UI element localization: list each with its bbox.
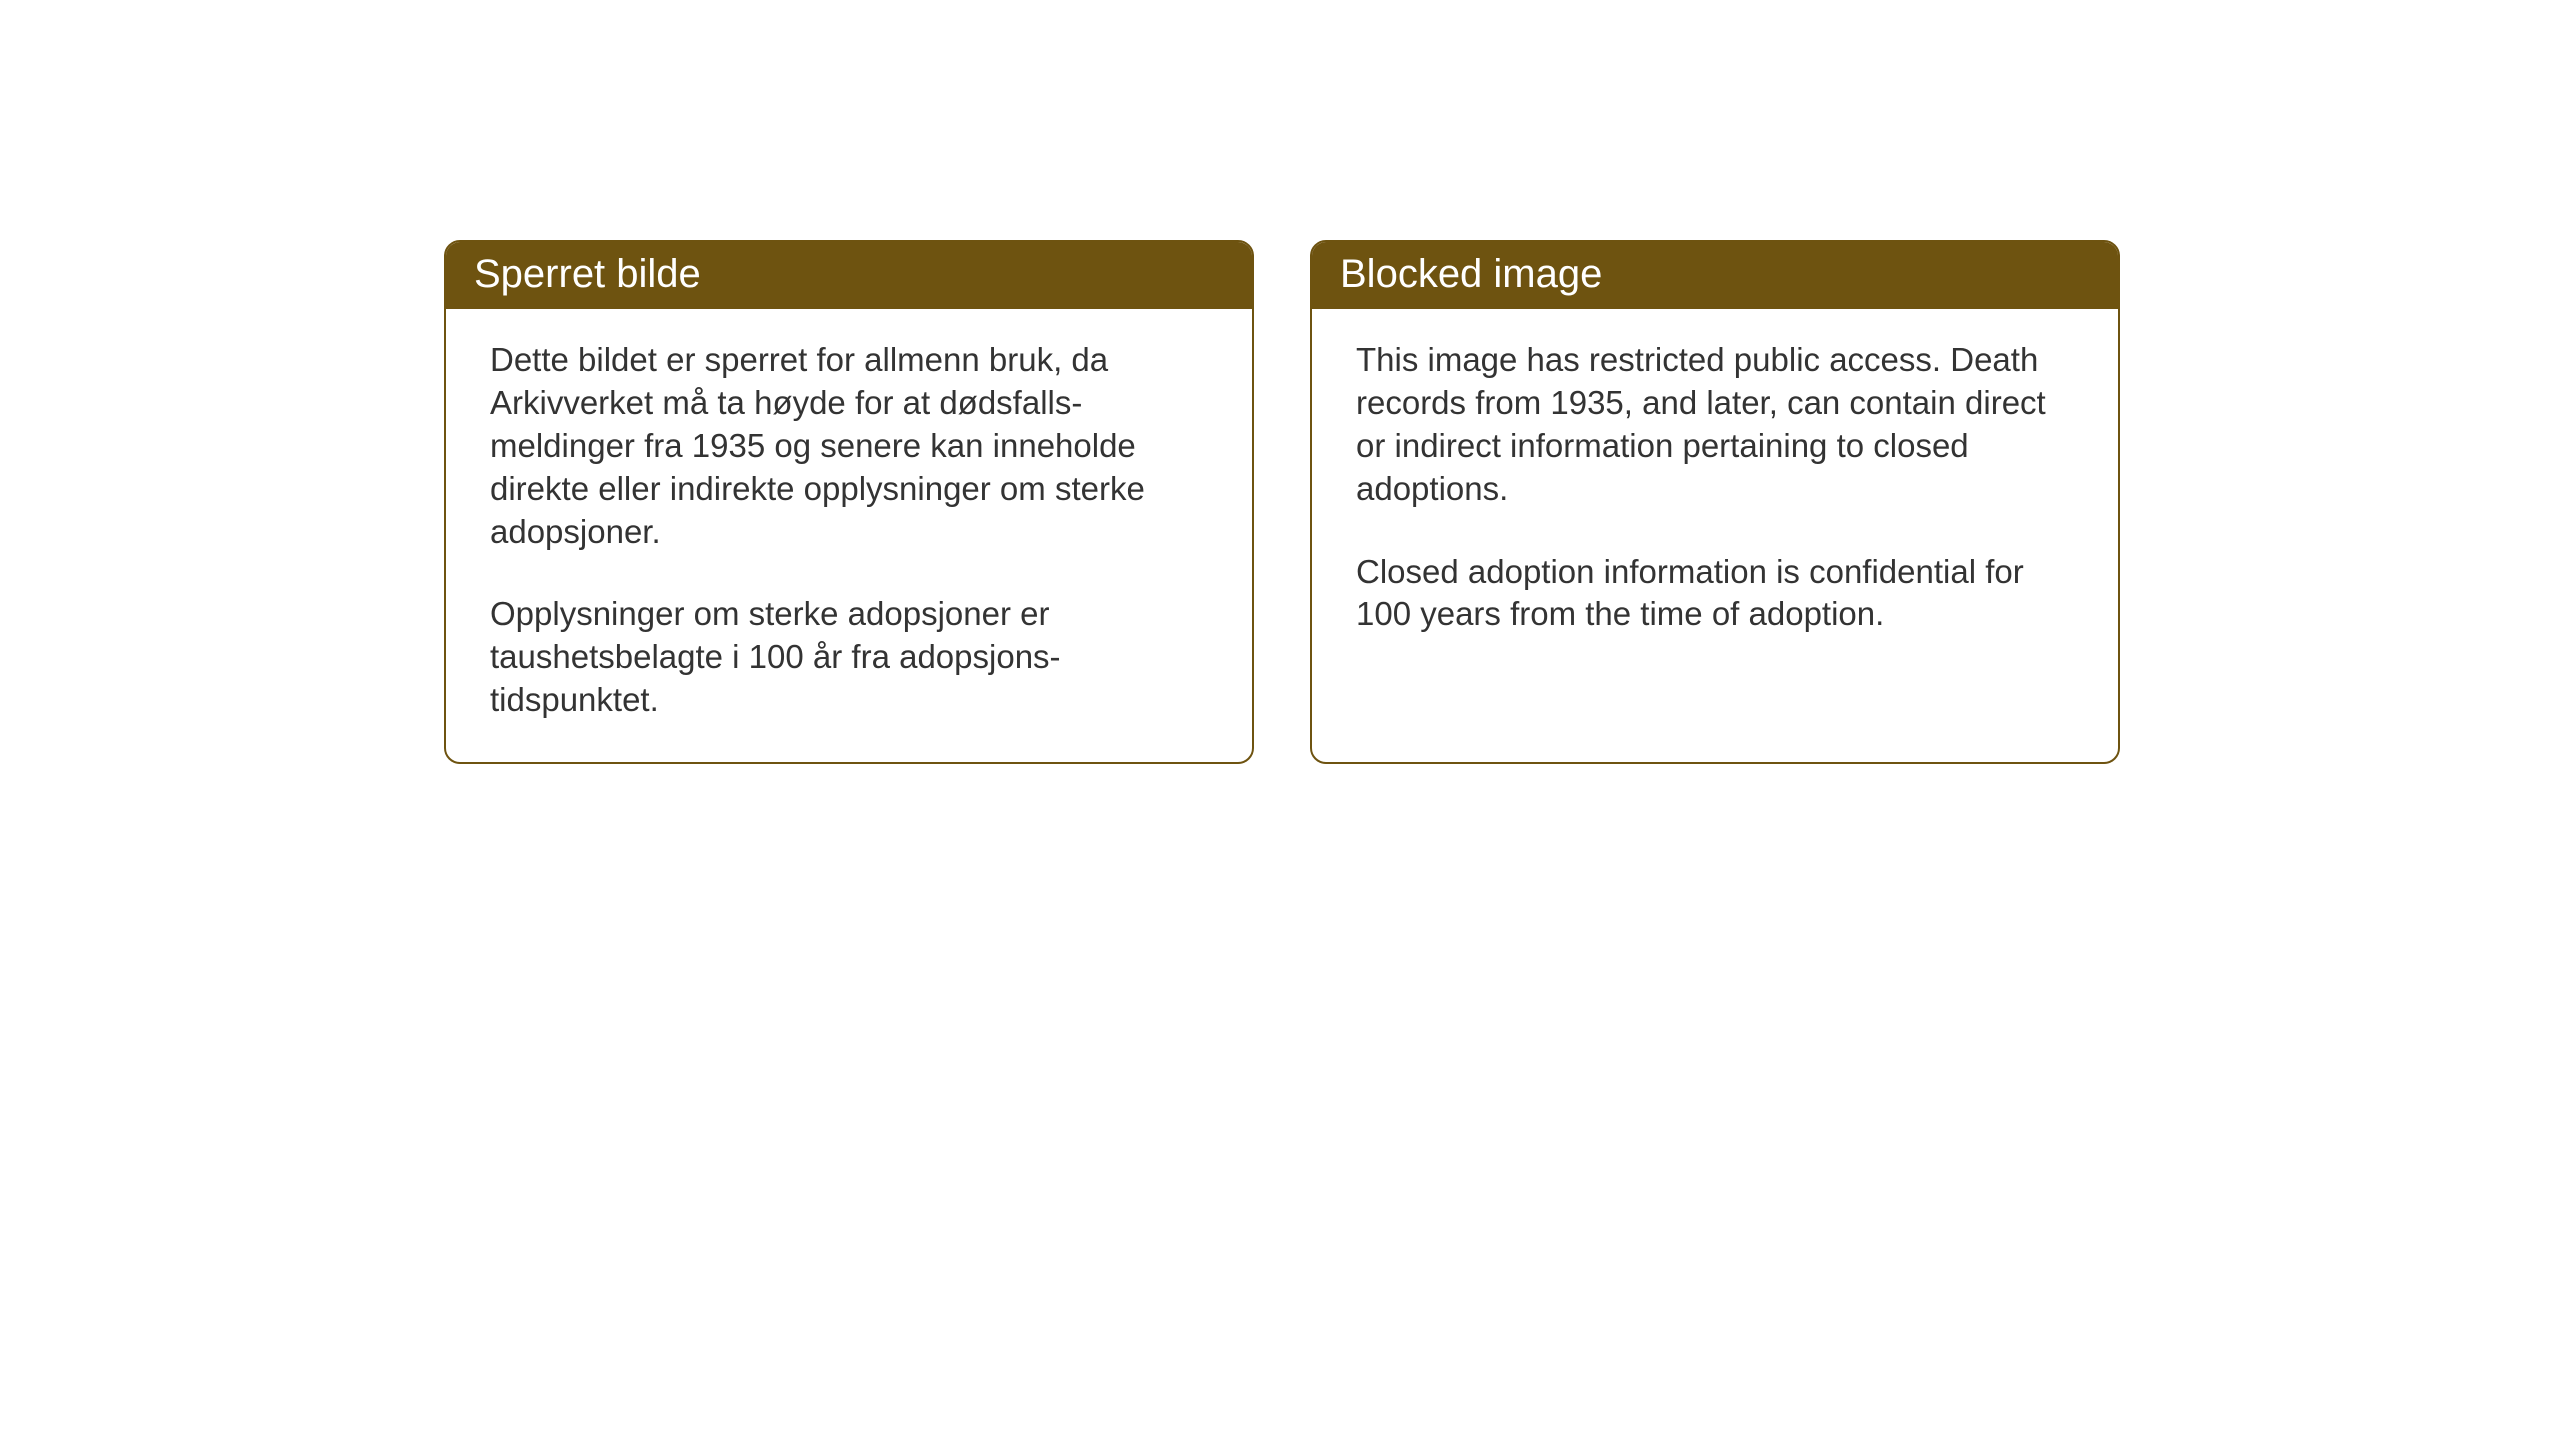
notice-card-english: Blocked image This image has restricted … — [1310, 240, 2120, 764]
card-header-norwegian: Sperret bilde — [446, 242, 1252, 309]
card-header-english: Blocked image — [1312, 242, 2118, 309]
card-body-norwegian: Dette bildet er sperret for allmenn bruk… — [446, 309, 1252, 762]
paragraph-2-english: Closed adoption information is confident… — [1356, 551, 2074, 637]
notice-card-norwegian: Sperret bilde Dette bildet er sperret fo… — [444, 240, 1254, 764]
card-body-english: This image has restricted public access.… — [1312, 309, 2118, 676]
paragraph-1-norwegian: Dette bildet er sperret for allmenn bruk… — [490, 339, 1208, 553]
paragraph-2-norwegian: Opplysninger om sterke adopsjoner er tau… — [490, 593, 1208, 722]
paragraph-1-english: This image has restricted public access.… — [1356, 339, 2074, 511]
notice-container: Sperret bilde Dette bildet er sperret fo… — [444, 240, 2120, 764]
